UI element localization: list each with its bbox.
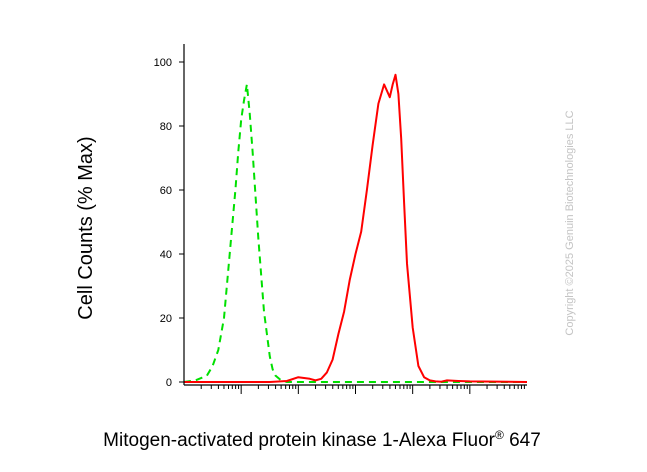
y-tick-label: 20 [160,313,172,325]
x-axis-label: Mitogen-activated protein kinase 1-Alexa… [103,428,541,451]
y-axis-label: Cell Counts (% Max) [75,136,97,319]
copyright-watermark: Copyright ©2025 Genuin Biotechnologies L… [564,110,576,335]
y-tick-label: 80 [160,121,172,133]
x-axis-label-suffix: 647 [504,430,541,451]
y-tick-label: 100 [154,57,172,69]
x-axis-label-main: Mitogen-activated protein kinase 1-Alexa… [103,430,495,451]
y-axis-ticks: 0 20 40 60 80 100 [154,57,184,389]
y-tick-label: 40 [160,249,172,261]
y-tick-label: 60 [160,185,172,197]
x-axis-ticks [200,385,525,394]
y-tick-label: 0 [166,377,172,389]
series-layer [183,73,528,383]
x-axis-label-registered-mark: ® [495,428,504,442]
control-series-line [183,83,527,383]
sample-series-line [184,73,528,383]
